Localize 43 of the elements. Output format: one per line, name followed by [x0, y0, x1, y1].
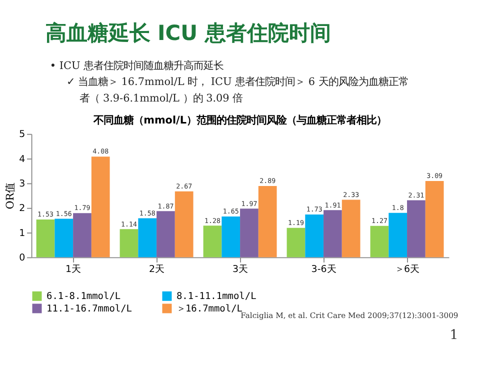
text: • ICU 患者住院时间随血糖升高而延长 — [50, 60, 224, 72]
legend-label: ＞16.7mmol/L — [176, 303, 243, 314]
bar — [120, 229, 138, 258]
chart-title: 高血糖延长 ICU 患者住院时间 — [45, 20, 331, 45]
y-axis-title: OR值 — [4, 182, 16, 210]
text: 者（ 3.9-6.1mmol/L ）的 3.09 倍 — [80, 92, 243, 104]
text: ✓ 当血糖＞ 16.7mmol/L 时， ICU 患者住院时间＞ 6 天的风险为血糖正常 — [66, 76, 408, 88]
x-tick-label: 1天 — [66, 264, 81, 275]
y-tick-label: 2 — [19, 203, 26, 214]
legend-label: 8.1-11.1mmol/L — [176, 290, 257, 302]
bar — [138, 218, 157, 258]
x-tick-label: 3天 — [232, 264, 248, 275]
y-tick-label: 5 — [19, 129, 26, 140]
text: Falciglia M, et al. Crit Care Med 2009;37(12):3001-3009 — [240, 310, 458, 320]
bar — [174, 191, 194, 258]
legend-label: 6.1-8.1mmol/L — [46, 290, 121, 302]
x-tick-label: ＞6天 — [395, 264, 420, 275]
bar — [222, 216, 240, 258]
text: 1 — [450, 328, 458, 343]
bar — [258, 186, 277, 258]
bar — [388, 212, 408, 258]
bar — [370, 226, 389, 258]
x-tick-label: 2天 — [149, 264, 164, 275]
y-tick-label: 4 — [19, 154, 26, 165]
legend-label: 11.1-16.7mmol/L — [46, 303, 132, 314]
bar — [203, 226, 222, 258]
bar — [156, 211, 175, 258]
bar — [73, 213, 92, 258]
bar — [324, 210, 342, 258]
bar — [286, 228, 306, 258]
x-tick-label: 3-6天 — [311, 264, 336, 275]
bar — [54, 218, 74, 258]
y-tick-label: 1 — [19, 228, 26, 239]
bar — [342, 200, 360, 258]
chart-subtitle: 不同血糖（mmol/L）范围的住院时间风险（与血糖正常者相比） — [92, 114, 386, 126]
y-tick-label: 0 — [19, 252, 26, 264]
bar — [91, 156, 110, 258]
bar — [425, 181, 444, 258]
bar — [407, 200, 426, 258]
bar — [36, 219, 55, 258]
y-tick-label: 3 — [19, 178, 26, 190]
bar — [240, 208, 258, 258]
bar — [305, 214, 324, 258]
